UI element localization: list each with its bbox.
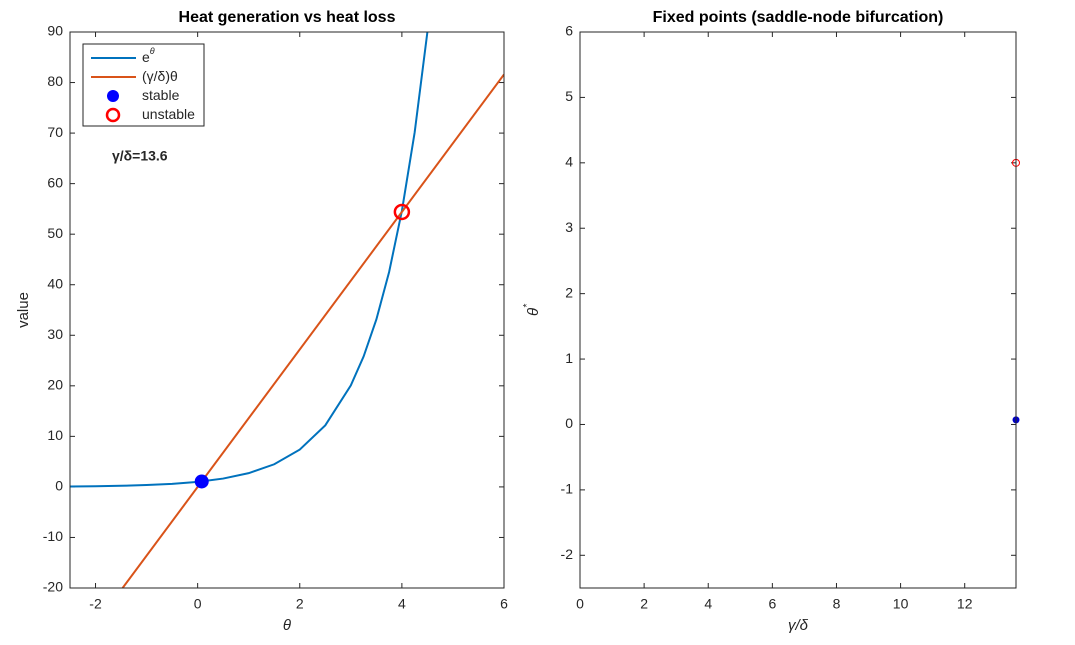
legend-label: eθ	[142, 46, 155, 64]
x-tick-label: 4	[704, 596, 712, 612]
x-tick-label: 6	[768, 596, 776, 612]
legend-marker	[105, 107, 121, 123]
x-tick-label: 12	[957, 596, 973, 612]
y-axis-label-text: value	[15, 292, 32, 328]
y-tick-label: 6	[565, 23, 573, 39]
axes-box	[580, 32, 1016, 588]
x-tick-label: 0	[194, 596, 202, 612]
y-axis-label: θ*	[522, 303, 542, 316]
y-tick-label: -10	[43, 528, 63, 544]
plot-area	[70, 32, 504, 588]
chart-title: Fixed points (saddle-node bifurcation)	[653, 9, 944, 26]
annotation: γ/δ=13.6	[112, 148, 168, 164]
y-tick-label: 2	[565, 284, 573, 300]
x-tick-label: 10	[893, 596, 909, 612]
x-tick-label: 8	[833, 596, 841, 612]
line	[121, 73, 504, 588]
x-tick-label: 6	[500, 596, 508, 612]
x-tick-label: -2	[89, 596, 102, 612]
y-tick-label: 70	[47, 124, 63, 140]
y-tick-label: 10	[47, 427, 63, 443]
y-axis-label: value	[15, 292, 32, 328]
y-axis-label-text: θ	[525, 308, 542, 316]
line	[70, 32, 429, 488]
point	[393, 203, 411, 221]
y-tick-label: 60	[47, 174, 63, 190]
y-axis-label-superscript: *	[522, 303, 533, 308]
y-tick-label: -20	[43, 579, 63, 595]
y-tick-label: 90	[47, 23, 63, 39]
legend-label: stable	[142, 87, 180, 103]
y-tick-label: 50	[47, 225, 63, 241]
legend-label-superscript: θ	[150, 46, 155, 56]
y-tick-label: 80	[47, 73, 63, 89]
y-tick-label: 30	[47, 326, 63, 342]
x-tick-label: 0	[576, 596, 584, 612]
legend-label-text: (γ/δ)θ	[142, 68, 178, 84]
x-tick-label: 2	[640, 596, 648, 612]
y-tick-label: 0	[565, 415, 573, 431]
axes-frame	[579, 31, 1017, 589]
y-tick-label: 4	[565, 154, 573, 170]
legend-label-text: e	[142, 49, 150, 65]
chart-title: Heat generation vs heat loss	[179, 9, 396, 26]
y-tick-label: 0	[55, 478, 63, 494]
x-axis-label: γ/δ	[788, 617, 809, 634]
y-tick-label: 1	[565, 350, 573, 366]
legend-label: (γ/δ)θ	[142, 68, 178, 84]
y-tick-label: 5	[565, 88, 573, 104]
legend-label: unstable	[142, 106, 195, 122]
legend-marker	[107, 90, 119, 102]
x-tick-label: 2	[296, 596, 304, 612]
legend-label-text: unstable	[142, 106, 195, 122]
y-tick-label: 3	[565, 219, 573, 235]
x-tick-label: 4	[398, 596, 406, 612]
y-tick-label: 40	[47, 275, 63, 291]
axes-frame	[69, 31, 505, 589]
y-tick-label: -1	[561, 481, 574, 497]
y-tick-label: 20	[47, 377, 63, 393]
legend-label-text: stable	[142, 87, 180, 103]
point	[194, 474, 209, 489]
x-axis-label: θ	[283, 617, 291, 634]
y-tick-label: -2	[561, 546, 574, 562]
